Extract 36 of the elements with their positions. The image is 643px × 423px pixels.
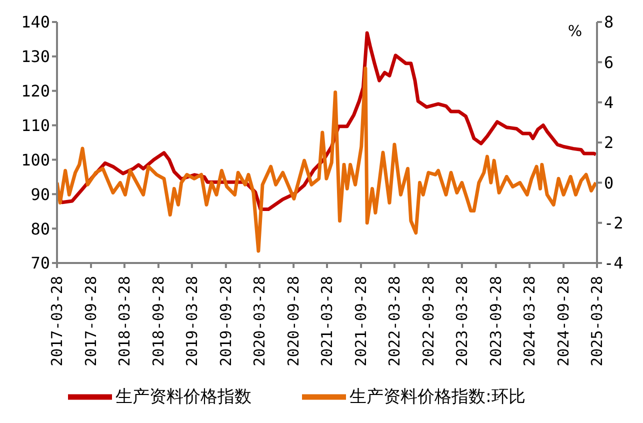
x-tick-label: 2023-03-28 bbox=[452, 276, 471, 366]
x-tick-label: 2022-03-28 bbox=[385, 276, 404, 366]
y-tick-label: 70 bbox=[30, 254, 50, 273]
y2-tick-label: 2 bbox=[604, 133, 614, 152]
x-tick-label: 2017-03-28 bbox=[48, 276, 66, 366]
legend-label: 生产资料价格指数 bbox=[116, 386, 252, 407]
x-tick-label: 2017-09-28 bbox=[82, 276, 100, 366]
y-tick-label: 120 bbox=[21, 82, 50, 101]
y2-axis-title: % bbox=[568, 22, 582, 40]
y-tick-label: 90 bbox=[30, 184, 50, 204]
y2-tick-label: 6 bbox=[604, 52, 614, 72]
legend-label: 生产资料价格指数:环比 bbox=[350, 386, 526, 407]
x-tick-label: 2022-09-28 bbox=[419, 276, 438, 366]
y-tick-label: 80 bbox=[30, 219, 50, 238]
x-tick-label: 2018-09-28 bbox=[149, 276, 168, 366]
y2-tick-label: -2 bbox=[604, 214, 624, 233]
x-tick-label: 2025-03-28 bbox=[588, 276, 606, 366]
y-tick-label: 140 bbox=[21, 12, 50, 32]
y2-tick-label: 8 bbox=[604, 12, 614, 32]
x-tick-label: 2024-09-28 bbox=[554, 276, 573, 366]
y2-tick-label: 0 bbox=[604, 173, 614, 192]
x-tick-label: 2019-03-28 bbox=[182, 276, 201, 366]
x-tick-label: 2020-03-28 bbox=[250, 276, 269, 366]
y-tick-label: 100 bbox=[21, 150, 50, 170]
x-tick-label: 2020-09-28 bbox=[284, 276, 303, 366]
x-tick-label: 2018-03-28 bbox=[115, 276, 134, 366]
y-tick-label: 130 bbox=[21, 47, 50, 66]
x-tick-label: 2019-09-28 bbox=[216, 276, 235, 366]
line-series bbox=[57, 66, 597, 253]
y2-tick-label: -4 bbox=[604, 254, 624, 273]
y2-tick-label: 4 bbox=[604, 93, 614, 112]
x-tick-label: 2021-09-28 bbox=[352, 276, 370, 366]
x-tick-label: 2021-03-28 bbox=[318, 276, 336, 366]
x-tick-label: 2023-09-28 bbox=[486, 276, 505, 366]
x-tick-label: 2024-03-28 bbox=[520, 276, 539, 366]
y-tick-label: 110 bbox=[21, 116, 50, 135]
